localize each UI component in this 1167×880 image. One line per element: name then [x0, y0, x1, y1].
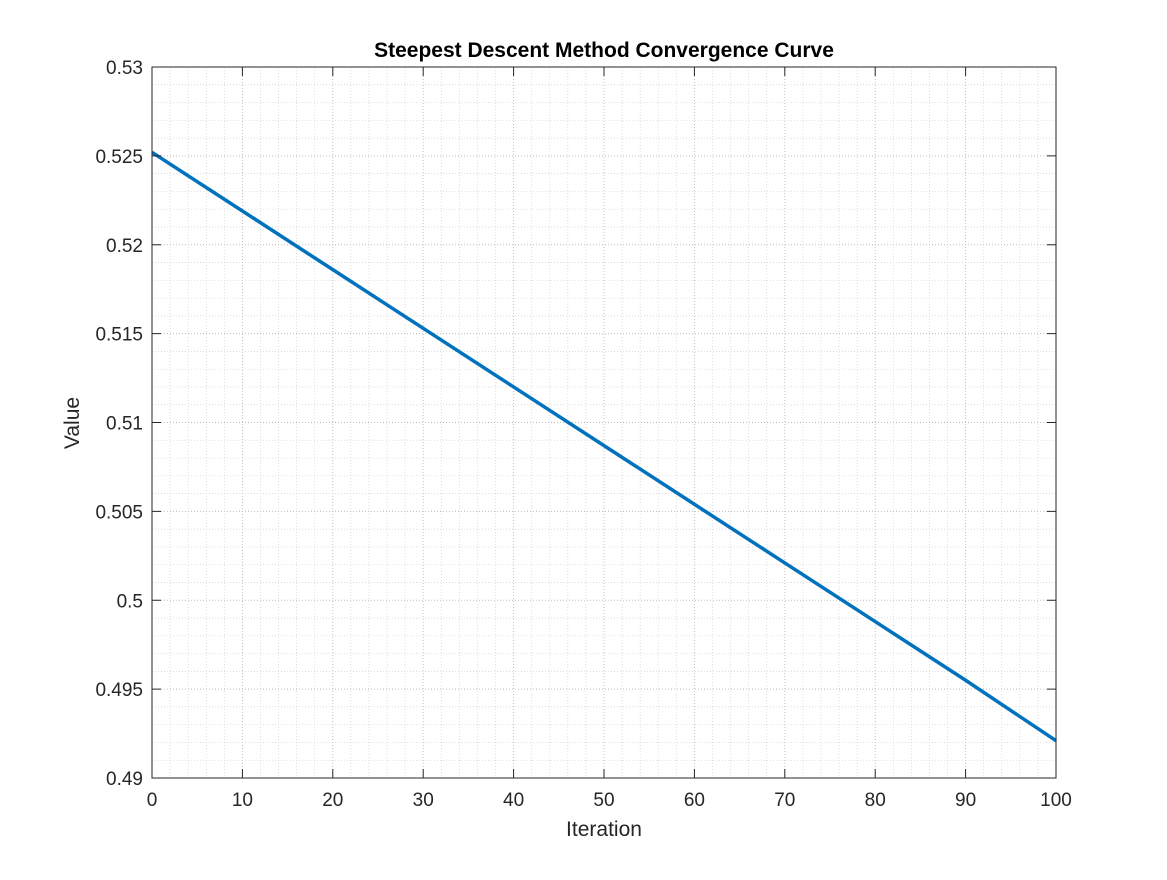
x-tick-label: 50: [593, 790, 614, 811]
y-tick-label: 0.49: [106, 769, 143, 790]
x-tick-label: 30: [413, 790, 434, 811]
ticks: [151, 66, 1057, 779]
chart-title: Steepest Descent Method Convergence Curv…: [374, 39, 834, 62]
x-axis-label: Iteration: [566, 818, 642, 841]
series-line-0: [151, 150, 1057, 743]
y-tick-label: 0.495: [95, 680, 143, 701]
y-tick-labels: 0.49 0.495 0.5 0.505 0.51 0.515 0.52 0.525 0.53: [95, 58, 143, 790]
y-tick-label: 0.53: [106, 58, 143, 79]
series-layer: [151, 150, 1057, 743]
x-tick-label: 80: [865, 790, 886, 811]
x-tick-label: 90: [955, 790, 976, 811]
y-tick-label: 0.5: [117, 591, 143, 612]
y-tick-label: 0.52: [106, 236, 143, 257]
y-tick-label: 0.51: [106, 414, 143, 435]
y-tick-label: 0.525: [95, 147, 143, 168]
x-tick-label: 20: [322, 790, 343, 811]
minor-grid: [152, 67, 1056, 778]
x-tick-label: 10: [232, 790, 253, 811]
x-tick-label: 70: [774, 790, 795, 811]
y-axis-label: Value: [61, 397, 84, 449]
x-tick-label: 60: [684, 790, 705, 811]
x-tick-label: 100: [1040, 790, 1072, 811]
x-tick-label: 0: [147, 790, 158, 811]
x-tick-labels: 0 10 20 30 40 50 60 70 80 90 100: [147, 790, 1072, 811]
y-tick-label: 0.505: [95, 502, 143, 523]
y-tick-label: 0.515: [95, 325, 143, 346]
x-tick-label: 40: [503, 790, 524, 811]
